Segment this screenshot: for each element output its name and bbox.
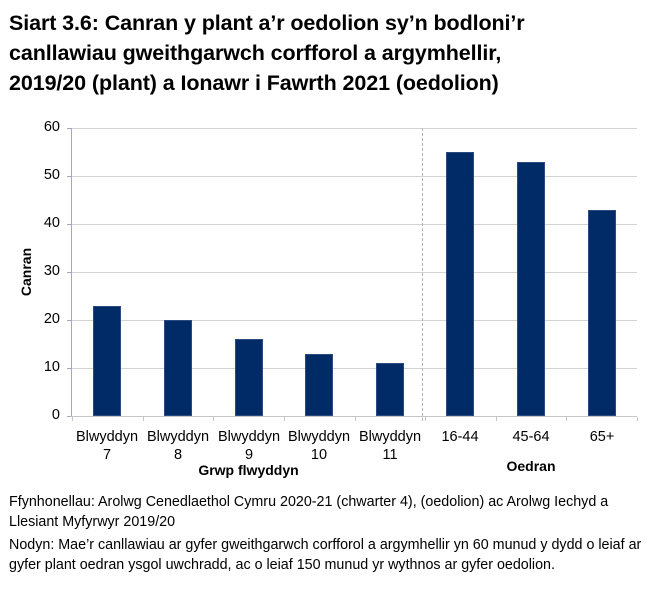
gridline (72, 224, 637, 225)
x-tick-mark (213, 417, 214, 421)
x-category-label: 45-64 (494, 428, 568, 446)
y-tick-label: 50 (43, 167, 60, 183)
x-category-label-line-2: 11 (382, 447, 398, 463)
x-tick-mark (355, 417, 356, 421)
y-tick-mark (67, 224, 71, 225)
y-tick-mark (67, 128, 71, 129)
x-tick-mark (637, 417, 638, 421)
x-category-label: Blwyddyn 11 (353, 428, 427, 464)
chart-title-line-1: Siart 3.6: Canran y plant a’r oedolion s… (9, 11, 525, 35)
y-tick-label: 30 (43, 263, 60, 279)
x-category-label: Blwyddyn 7 (70, 428, 144, 464)
bar-blwyddyn-11 (376, 363, 404, 416)
x-category-label-line-1: Blwyddyn (287, 429, 351, 445)
y-tick-label: 40 (43, 215, 60, 231)
x-category-label-line-1: Blwyddyn (217, 429, 281, 445)
y-tick-label: 0 (51, 407, 60, 423)
x-tick-mark (425, 417, 426, 421)
gridline (72, 320, 637, 321)
y-axis-line (71, 128, 72, 417)
bar-65- (588, 210, 616, 416)
x-category-label-line-1: 65+ (589, 429, 615, 445)
x-category-label-line-1: 45-64 (512, 429, 550, 445)
gridline (72, 368, 637, 369)
x-category-label: 65+ (565, 428, 639, 446)
x-group-label-year-group: Grwp flwyddyn (198, 462, 299, 478)
bar-blwyddyn-7 (93, 306, 121, 416)
x-axis-line (71, 416, 637, 417)
y-tick-mark (67, 176, 71, 177)
y-tick-label: 60 (43, 119, 60, 135)
x-group-label-age: Oedran (506, 458, 556, 474)
x-category-label: Blwyddyn 10 (282, 428, 356, 464)
x-tick-mark (72, 417, 73, 421)
x-tick-mark (566, 417, 567, 421)
x-category-label-line-2: 10 (310, 447, 328, 463)
gridline (72, 176, 637, 177)
group-separator-dashed-line (422, 128, 423, 421)
x-category-label-line-1: Blwyddyn (358, 429, 422, 445)
x-category-label: Blwyddyn 8 (141, 428, 215, 464)
x-category-label: 16-44 (423, 428, 497, 446)
y-tick-mark (67, 416, 71, 417)
x-category-label-line-1: Blwyddyn (146, 429, 210, 445)
x-category-label-line-2: 7 (102, 447, 112, 463)
bar-45-64 (517, 162, 545, 416)
y-tick-mark (67, 272, 71, 273)
bar-blwyddyn-8 (164, 320, 192, 416)
x-tick-mark (143, 417, 144, 421)
chart-title-line-2: canllawiau gweithgarwch corfforol a argy… (9, 41, 502, 65)
note-text: Nodyn: Mae’r canllawiau ar gyfer gweithg… (9, 537, 642, 573)
x-tick-mark (496, 417, 497, 421)
y-tick-mark (67, 368, 71, 369)
x-category-label-line-2: 9 (244, 447, 254, 463)
bar-blwyddyn-9 (235, 339, 263, 416)
chart-notes: Ffynhonellau: Arolwg Cenedlaethol Cymru … (9, 492, 649, 578)
x-category-label-line-1: 16-44 (441, 429, 479, 445)
bar-16-44 (446, 152, 474, 416)
bar-blwyddyn-10 (305, 354, 333, 416)
x-category-label-line-1: Blwyddyn (75, 429, 139, 445)
chart-title: Siart 3.6: Canran y plant a’r oedolion s… (9, 8, 649, 98)
bar-chart: Canran 0 10 20 30 40 50 60 Blwyddyn 7 Blwyddyn 8 B… (18, 119, 639, 478)
gridline (72, 272, 637, 273)
x-category-label-line-2: 8 (173, 447, 183, 463)
y-tick-label: 10 (43, 359, 60, 375)
gridline (72, 128, 637, 129)
x-tick-mark (284, 417, 285, 421)
y-tick-mark (67, 320, 71, 321)
sources-text: Ffynhonellau: Arolwg Cenedlaethol Cymru … (9, 494, 609, 530)
x-category-label: Blwyddyn 9 (212, 428, 286, 464)
y-tick-label: 20 (43, 311, 60, 327)
chart-title-line-3: 2019/20 (plant) a Ionawr i Fawrth 2021 (… (9, 71, 499, 95)
